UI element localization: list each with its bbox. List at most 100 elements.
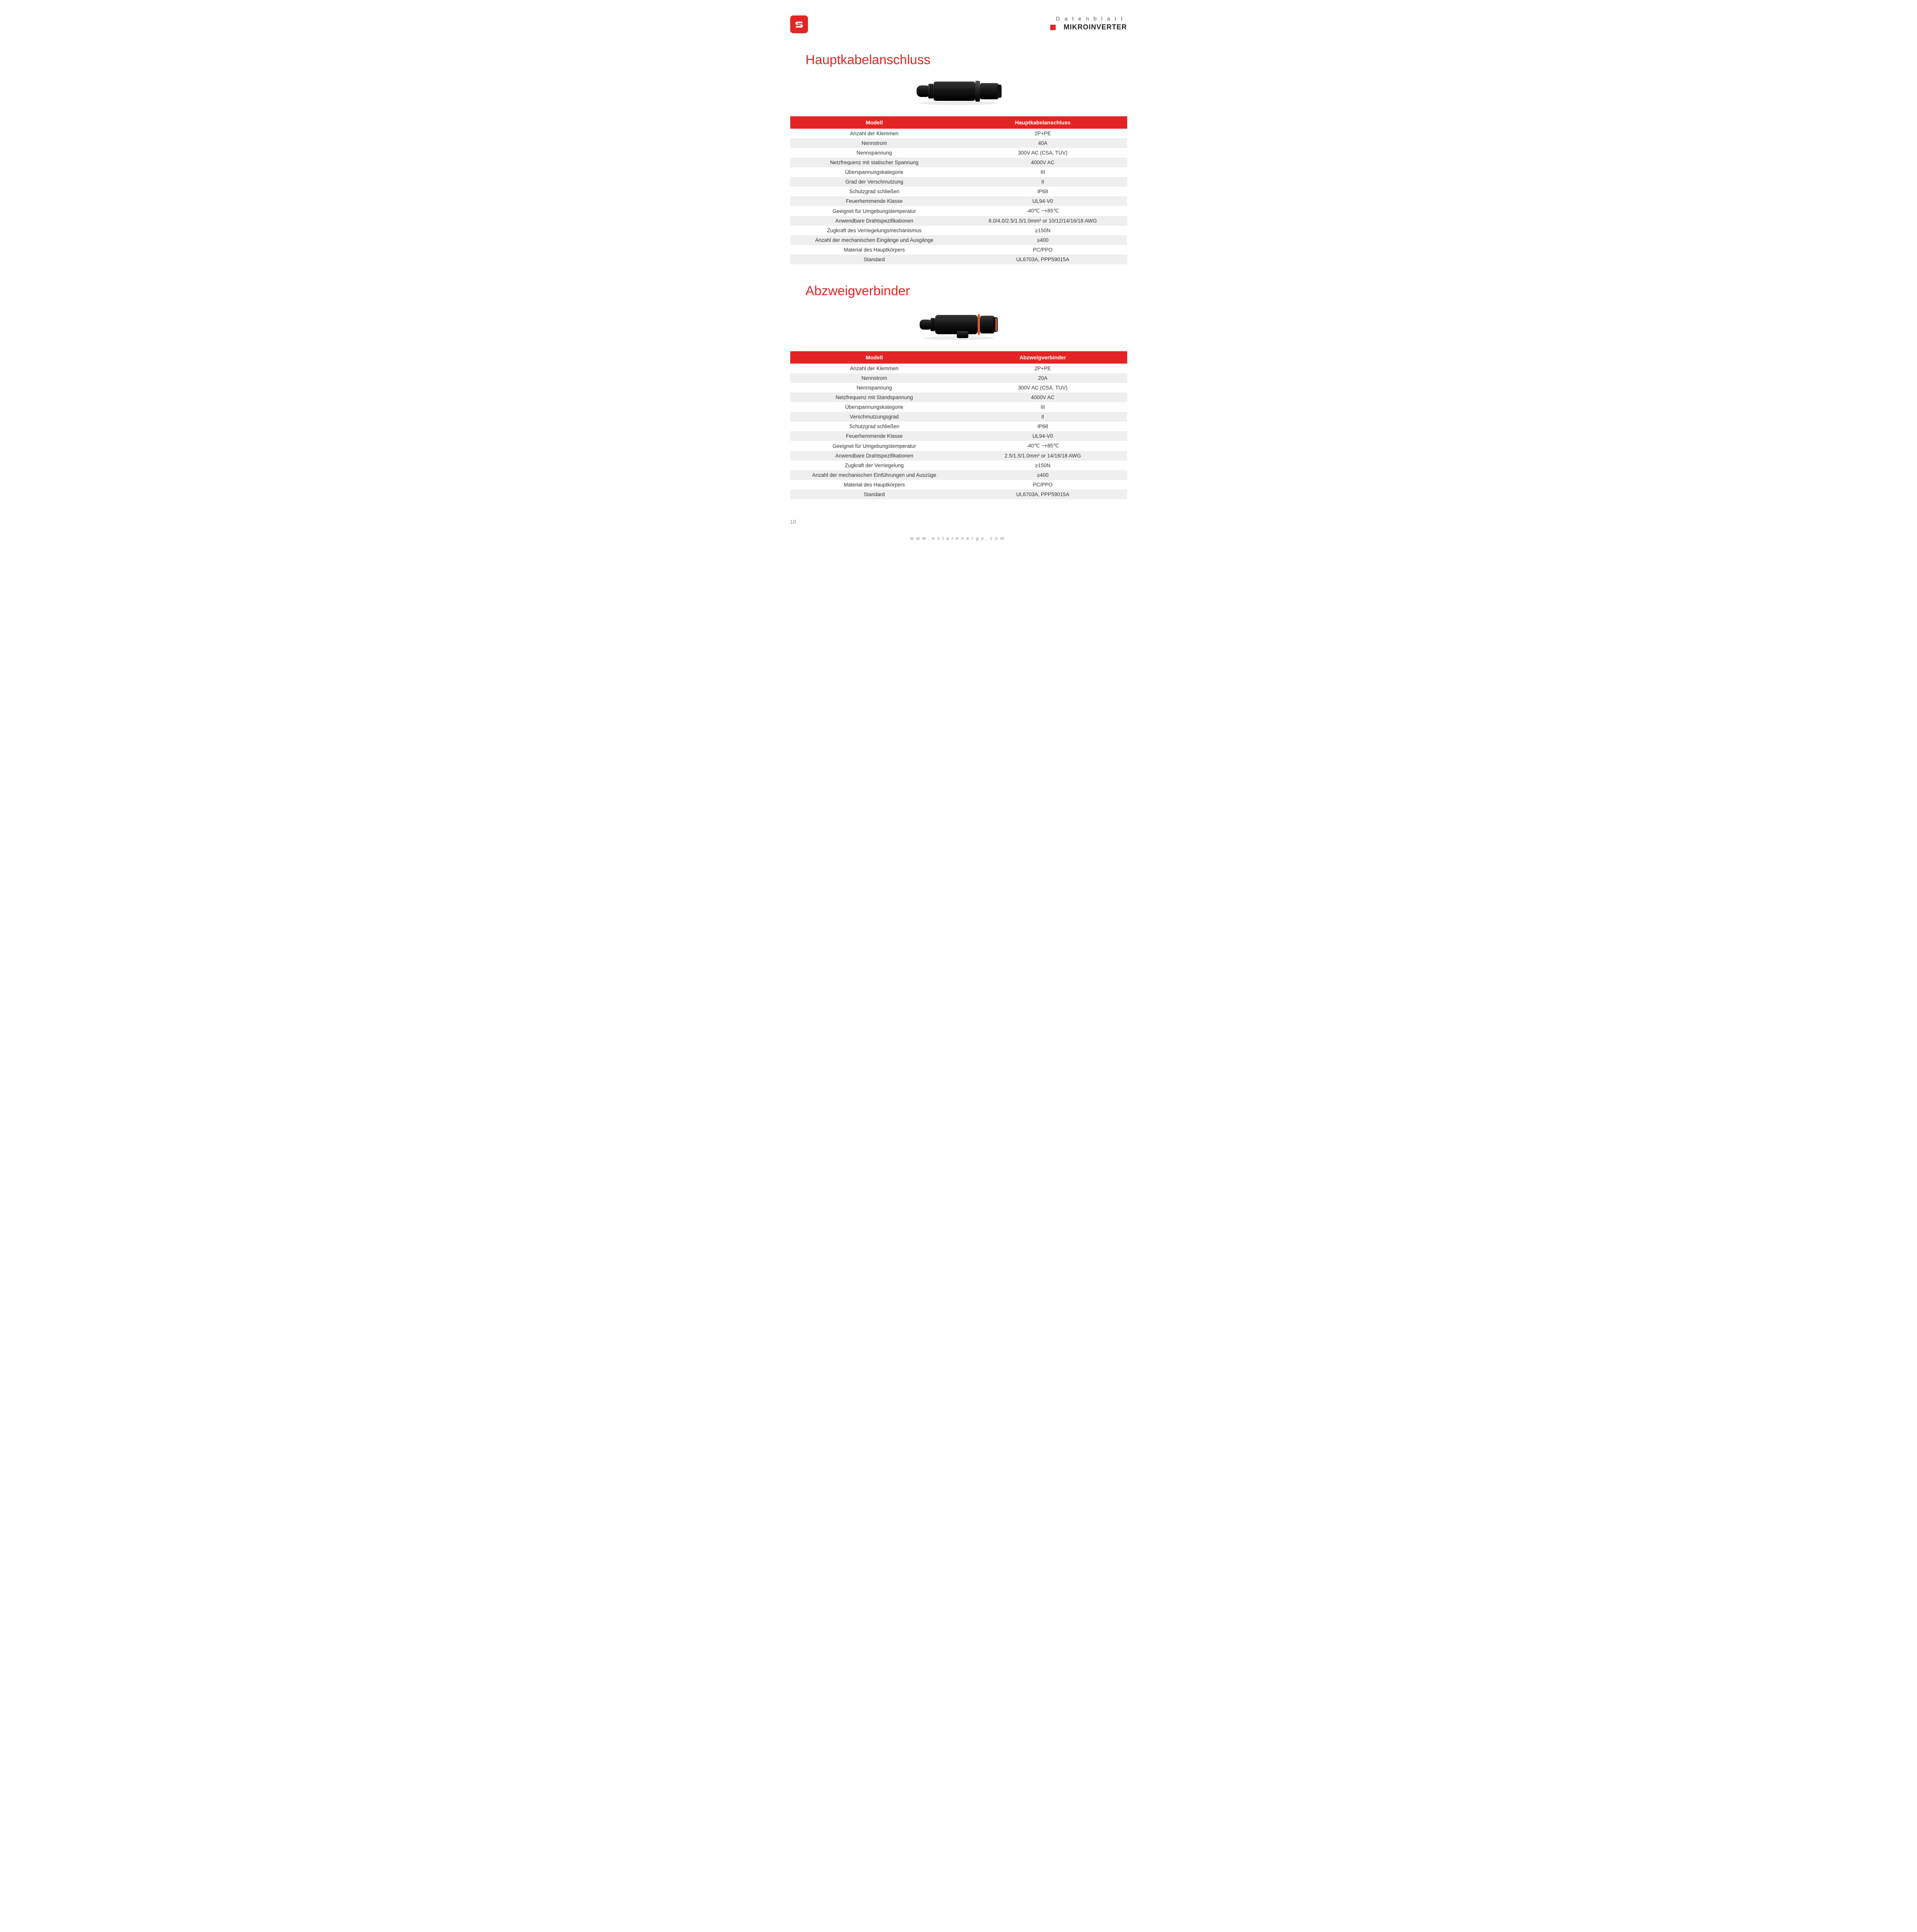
spec-label: Feuerhemmende Klasse [790,196,959,206]
spec-label: Nennstrom [790,373,959,383]
table-row: Nennstrom40A [790,138,1127,148]
spec-value: ≥150N [959,461,1127,470]
spec-value: II [959,412,1127,422]
spec-value: ≥400 [959,470,1127,480]
spec-value: 2P+PE [959,129,1127,138]
spec-value: 20A [959,373,1127,383]
spec-label: Zugkraft der Verriegelung [790,461,959,470]
section-title: Abzweigverbinder [806,284,1127,299]
table-row: StandardUL6703A, PPP59015A [790,490,1127,499]
spec-label: Überspannungskategorie [790,167,959,177]
product-image-container [790,76,1127,106]
datenblatt-label: Datenblatt [1050,15,1127,22]
spec-value: UL6703A, PPP59015A [959,255,1127,264]
spec-value: 4000V AC [959,393,1127,402]
table-row: ÜberspannungskategorieIII [790,167,1127,177]
spec-label: Nennspannung [790,383,959,393]
table-row: Material des HauptkörpersPC/PPO [790,245,1127,255]
footer-url: www.estarenergy.com [790,536,1127,541]
spec-label: Standard [790,255,959,264]
brand-logo [790,15,808,33]
table-row: Schutzgrad schließenIP68 [790,187,1127,196]
spec-label: Netzfrequenz mit statischer Spannung [790,158,959,167]
brand-logo-icon [794,19,805,30]
spec-value: II [959,177,1127,187]
spec-label: Nennspannung [790,148,959,158]
spec-value: 4000V AC [959,158,1127,167]
table-row: Netzfrequenz mit Standspannung4000V AC [790,393,1127,402]
spec-label: Geeignet für Umgebungstemperatur [790,206,959,216]
spec-value: 300V AC (CSA, TUV) [959,148,1127,158]
table-row: Anzahl der mechanischen Eingänge und Aus… [790,235,1127,245]
spec-value: ≥400 [959,235,1127,245]
page-number: 10 [790,519,1127,525]
spec-label: Anzahl der mechanischen Eingänge und Aus… [790,235,959,245]
table-row: Netzfrequenz mit statischer Spannung4000… [790,158,1127,167]
spec-value: UL94-V0 [959,196,1127,206]
table-row: Anzahl der Klemmen2P+PE [790,364,1127,373]
table-row: Feuerhemmende KlasseUL94-V0 [790,431,1127,441]
product-category: MIKROINVERTER [1063,23,1127,31]
spec-label: Schutzgrad schließen [790,187,959,196]
spec-value: IP68 [959,187,1127,196]
spec-label: Anzahl der mechanischen Einführungen und… [790,470,959,480]
spec-label: Material des Hauptkörpers [790,245,959,255]
datasheet-page: Datenblatt MIKROINVERTER Hauptkabelansch… [767,0,1150,553]
table-row: Nennstrom20A [790,373,1127,383]
spec-label: Anzahl der Klemmen [790,364,959,373]
spec-label: Anwendbare Drahtspezifikationen [790,451,959,461]
spec-label: Feuerhemmende Klasse [790,431,959,441]
spec-value: IP68 [959,422,1127,431]
subtitle-row: MIKROINVERTER [1050,23,1127,31]
table-row: Feuerhemmende KlasseUL94-V0 [790,196,1127,206]
spec-label: Nennstrom [790,138,959,148]
table-row: ÜberspannungskategorieIII [790,402,1127,412]
spec-label: Anwendbare Drahtspezifikationen [790,216,959,226]
spec-value: III [959,402,1127,412]
spec-label: Material des Hauptkörpers [790,480,959,490]
section-title: Hauptkabelanschluss [806,53,1127,68]
table-row: Geeignet für Umgebungstemperatur-40℃ ~+8… [790,206,1127,216]
spec-label: Netzfrequenz mit Standspannung [790,393,959,402]
spec-label: Standard [790,490,959,499]
table-row: StandardUL6703A, PPP59015A [790,255,1127,264]
spec-label: Schutzgrad schließen [790,422,959,431]
table-row: Material des HauptkörpersPC/PPO [790,480,1127,490]
table-row: Anwendbare Drahtspezifikationen6.0/4.0/2… [790,216,1127,226]
spec-label: Geeignet für Umgebungstemperatur [790,441,959,451]
table-row: Grad der VerschmutzungII [790,177,1127,187]
cable-connector-icon [914,76,1003,106]
spec-value: 300V AC (CSA, TUV) [959,383,1127,393]
page-header: Datenblatt MIKROINVERTER [790,15,1127,33]
col-header-value: Hauptkabelanschluss [959,116,1127,129]
spec-label: Grad der Verschmutzung [790,177,959,187]
spec-table-2: Modell Abzweigverbinder Anzahl der Klemm… [790,351,1127,499]
table-row: Nennspannung300V AC (CSA, TUV) [790,383,1127,393]
spec-value: III [959,167,1127,177]
table-header-row: Modell Hauptkabelanschluss [790,116,1127,129]
spec-value: -40℃ ~+85℃ [959,206,1127,216]
table-row: Anzahl der mechanischen Einführungen und… [790,470,1127,480]
spec-value: PC/PPO [959,245,1127,255]
spec-value: UL6703A, PPP59015A [959,490,1127,499]
spec-value: PC/PPO [959,480,1127,490]
table-row: Zugkraft der Verriegelung≥150N [790,461,1127,470]
col-header-model: Modell [790,116,959,129]
t-connector-icon [918,307,999,341]
spec-label: Überspannungskategorie [790,402,959,412]
table-header-row: Modell Abzweigverbinder [790,351,1127,364]
table-row: Anwendbare Drahtspezifikationen2.5/1.5/1… [790,451,1127,461]
table-row: Zugkraft des Verriegelungsmechanismus≥15… [790,226,1127,235]
spec-value: 2.5/1.5/1.0mm² or 14/16/18 AWG [959,451,1127,461]
header-right: Datenblatt MIKROINVERTER [1050,15,1127,31]
spec-value: -40℃ ~+85℃ [959,441,1127,451]
spec-value: 2P+PE [959,364,1127,373]
table-row: VerschmutzungsgradII [790,412,1127,422]
accent-square-icon [1050,25,1056,30]
table-row: Schutzgrad schließenIP68 [790,422,1127,431]
spec-label: Zugkraft des Verriegelungsmechanismus [790,226,959,235]
product-image-container [790,307,1127,341]
table-row: Geeignet für Umgebungstemperatur-40℃ ~+8… [790,441,1127,451]
col-header-model: Modell [790,351,959,364]
table-row: Anzahl der Klemmen2P+PE [790,129,1127,138]
